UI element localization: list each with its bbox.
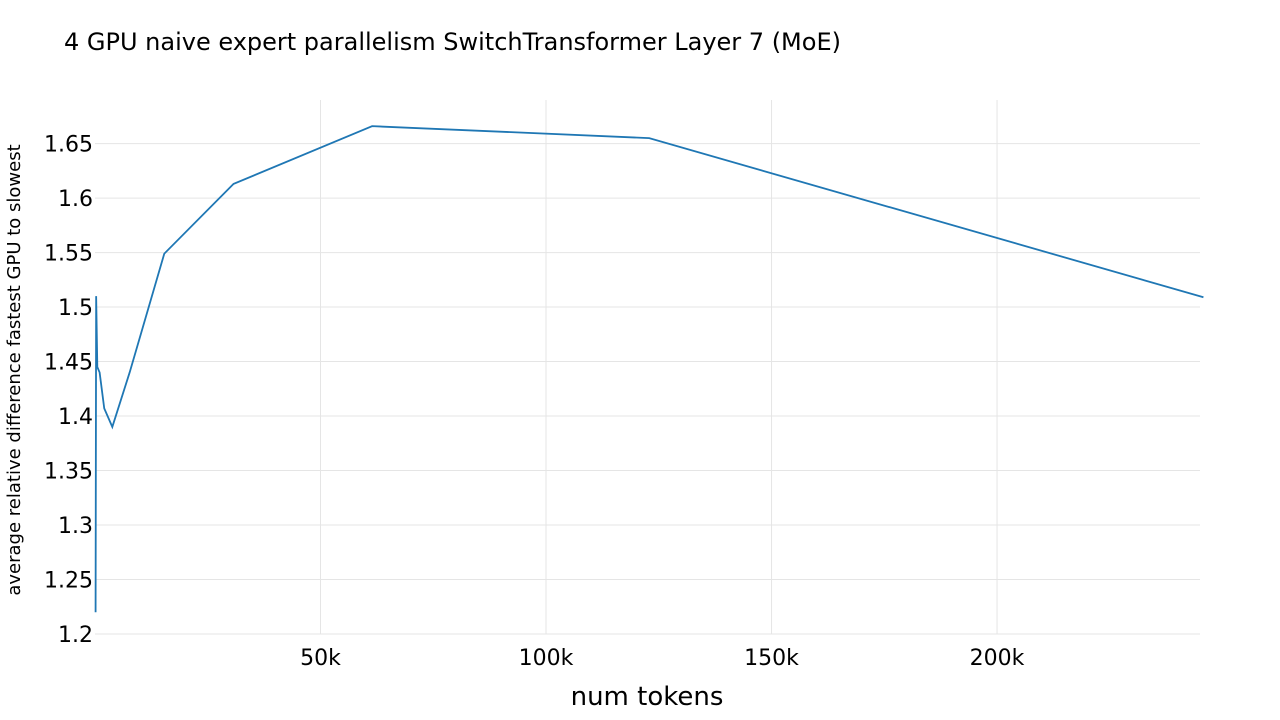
x-axis-ticks: 50k 100k 150k 200k <box>300 646 1025 671</box>
y-tick-label: 1.45 <box>44 351 93 376</box>
y-tick-label: 1.4 <box>58 405 93 430</box>
y-axis-ticks: 1.2 1.25 1.3 1.35 1.4 1.45 1.5 1.55 1.6 1.65 <box>44 133 93 648</box>
y-tick-label: 1.3 <box>58 514 93 539</box>
chart-title: 4 GPU naive expert parallelism SwitchTra… <box>64 28 841 56</box>
x-tick-label: 100k <box>519 646 574 671</box>
gridlines <box>95 100 1200 635</box>
y-tick-label: 1.35 <box>44 460 93 485</box>
x-tick-label: 200k <box>970 646 1025 671</box>
y-tick-label: 1.55 <box>44 242 93 267</box>
series-line <box>94 125 1204 613</box>
x-tick-label: 50k <box>300 646 341 671</box>
y-tick-label: 1.65 <box>44 133 93 158</box>
y-tick-label: 1.6 <box>58 187 93 212</box>
x-axis-label: num tokens <box>571 682 724 712</box>
y-tick-label: 1.5 <box>58 296 93 321</box>
x-tick-label: 150k <box>744 646 799 671</box>
y-tick-label: 1.2 <box>58 623 93 648</box>
y-tick-label: 1.25 <box>44 569 93 594</box>
y-axis-label: average relative difference fastest GPU … <box>4 144 25 595</box>
plot-area <box>94 125 1204 613</box>
